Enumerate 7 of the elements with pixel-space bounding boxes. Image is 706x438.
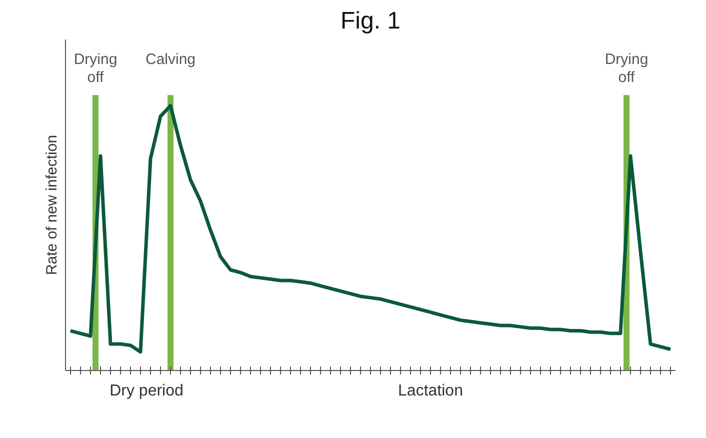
text: Calving: [145, 50, 196, 68]
text: Lactation: [398, 382, 463, 400]
chart-title: Fig. 1: [340, 8, 401, 34]
y-axis-title: Rate of new infection: [44, 134, 60, 276]
text: Drying off: [604, 50, 648, 86]
text: Dry period: [110, 382, 184, 400]
text: Drying off: [74, 50, 118, 86]
